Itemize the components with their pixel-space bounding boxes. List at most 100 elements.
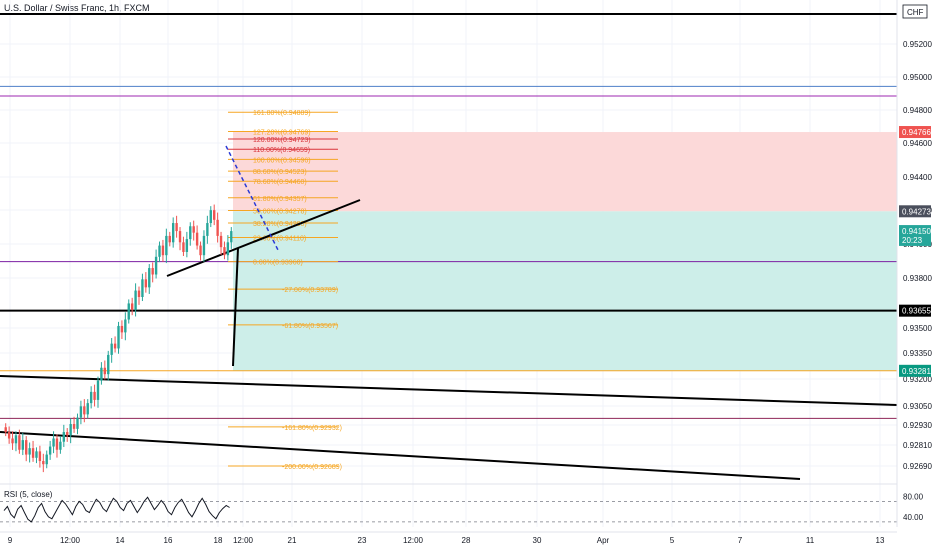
- price-label-box: [899, 205, 931, 218]
- y-tick-label: 0.95200: [903, 40, 932, 49]
- candle-body: [219, 235, 223, 248]
- y-tick-label: 0.93050: [903, 402, 932, 411]
- candle-body: [141, 279, 144, 298]
- candle-body: [223, 247, 226, 256]
- x-tick-label: 12:00: [233, 536, 254, 545]
- candle-body: [66, 432, 69, 436]
- candle-body: [76, 417, 79, 429]
- fib-level-label: 120.00%(0.94723): [253, 137, 311, 144]
- x-tick-label: 28: [462, 536, 471, 545]
- fib-level-label: 100.00%(0.94596): [253, 157, 311, 164]
- candle-body: [103, 367, 107, 375]
- price-label-text: 0.94273: [902, 207, 931, 216]
- candle-body: [199, 245, 202, 256]
- fib-level-label: -161.80%(0.92932): [282, 425, 342, 432]
- stop-loss-zone: [233, 132, 897, 212]
- candle-body: [151, 268, 154, 275]
- candle-body: [216, 219, 219, 236]
- fib-level-label: 161.80%(0.94889): [253, 110, 311, 117]
- currency-label: CHF: [907, 8, 924, 17]
- candle-body: [178, 231, 182, 243]
- x-tick-label: 21: [288, 536, 297, 545]
- candle-body: [120, 325, 124, 333]
- trendline-wedge: [166, 199, 361, 277]
- fib-level-label: 23.60%(0.94110): [253, 236, 306, 243]
- candle-body: [154, 256, 158, 275]
- price-label-text: 20:23: [902, 236, 923, 245]
- price-label-text: 0.94766: [902, 128, 931, 137]
- candle-body: [11, 438, 14, 444]
- candle-body: [89, 391, 93, 404]
- candle-body: [117, 325, 120, 349]
- rsi-label: RSI (5, close): [4, 490, 53, 499]
- candle-body: [55, 438, 59, 450]
- chart-title: U.S. Dollar / Swiss Franc, 1h, FXCM: [4, 3, 150, 13]
- x-tick-label: 13: [876, 536, 885, 545]
- price-label-box: [899, 304, 931, 317]
- y-tick-label: 0.93350: [903, 349, 932, 358]
- candle-body: [209, 210, 212, 224]
- rsi-tick-label: 80.00: [903, 492, 924, 501]
- trendline-upper: [0, 375, 898, 406]
- candle-body: [158, 245, 161, 257]
- candle-body: [226, 242, 230, 256]
- candle-body: [192, 226, 195, 233]
- fib-level-label: 88.60%(0.94523): [253, 169, 307, 176]
- x-tick-label: 23: [358, 536, 367, 545]
- candle-body: [35, 451, 38, 458]
- candle-body: [134, 290, 137, 310]
- candle-body: [21, 440, 24, 450]
- fib-level-label: -61.80%(0.93567): [282, 323, 338, 330]
- candle-body: [130, 303, 134, 310]
- currency-badge: [902, 4, 928, 19]
- price-label-text: 0.94150: [902, 227, 931, 236]
- candle-body: [69, 424, 72, 436]
- x-tick-label: 18: [214, 536, 223, 545]
- candle-body: [4, 427, 7, 433]
- candle-body: [86, 403, 89, 415]
- candle-body: [185, 239, 189, 252]
- candle-body: [52, 438, 55, 447]
- candle-body: [100, 367, 103, 381]
- candle-body: [62, 432, 66, 442]
- fib-level-label: 0.00%(0.93960): [253, 260, 303, 267]
- candle-body: [18, 435, 21, 450]
- candle-body: [72, 424, 76, 429]
- fib-level-label: 110.00%(0.94659): [253, 147, 310, 154]
- take-profit-zone: [233, 211, 897, 371]
- price-label-box: [899, 126, 931, 139]
- candle-body: [83, 406, 86, 415]
- candle-body: [48, 446, 52, 455]
- candle-body: [182, 242, 185, 252]
- x-tick-label: 30: [533, 536, 542, 545]
- candle-body: [113, 343, 117, 349]
- x-tick-label: 14: [116, 536, 125, 545]
- candle-body: [31, 448, 35, 458]
- x-tick-label: 7: [738, 536, 743, 545]
- fib-level-label: -27.00%(0.93789): [282, 287, 338, 294]
- price-label-box: [899, 364, 931, 377]
- x-tick-label: Apr: [597, 536, 610, 545]
- candle-body: [59, 441, 62, 450]
- candle-body: [137, 290, 141, 298]
- candle-body: [79, 406, 83, 418]
- candle-body: [93, 391, 96, 400]
- y-tick-label: 0.92930: [903, 421, 932, 430]
- x-tick-label: 12:00: [403, 536, 424, 545]
- candle-body: [96, 380, 100, 400]
- trendline-lower: [0, 431, 801, 480]
- y-tick-label: 0.93800: [903, 274, 932, 283]
- price-label-text: 0.93281: [902, 367, 931, 376]
- candle-body: [171, 223, 175, 243]
- candle-body: [168, 235, 171, 243]
- fib-level-label: 127.20%(0.94769): [253, 130, 311, 137]
- y-tick-label: 0.93200: [903, 375, 932, 384]
- candle-body: [144, 279, 148, 288]
- candle-body: [28, 448, 31, 455]
- candle-body: [195, 232, 199, 246]
- candle-body: [127, 303, 130, 320]
- y-tick-label: 0.94800: [903, 106, 932, 115]
- price-label-box: [899, 233, 931, 246]
- x-tick-label: 5: [670, 536, 675, 545]
